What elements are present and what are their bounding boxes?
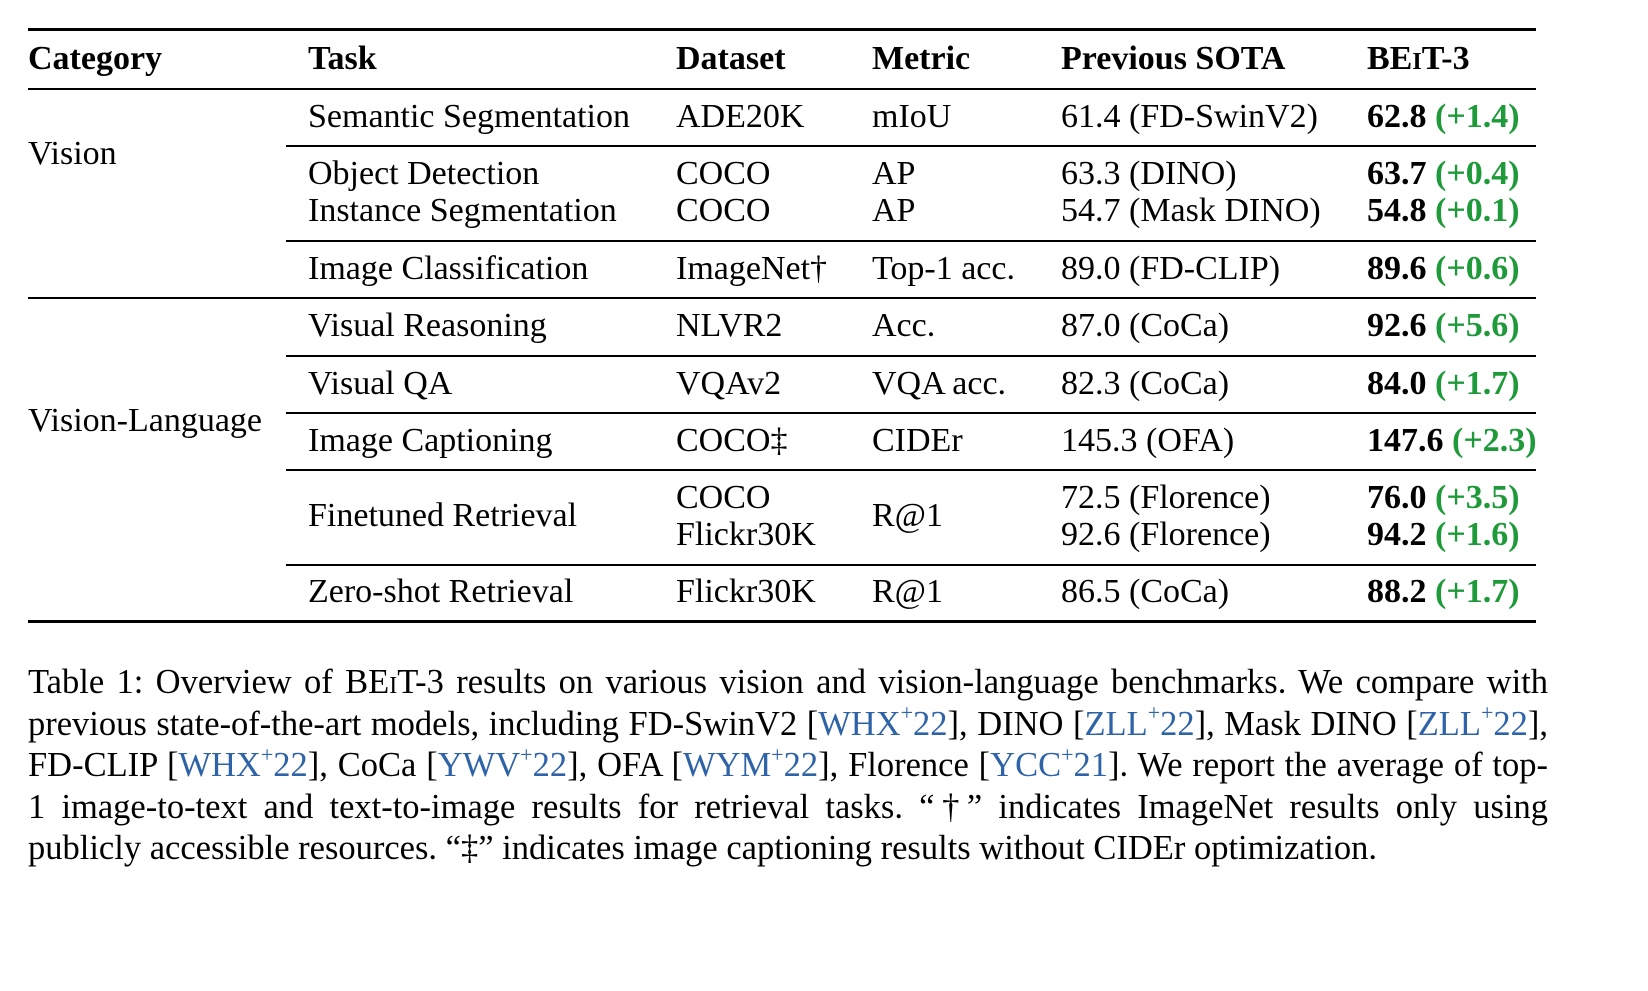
dataset-cell: ADE20K [676,98,805,135]
score-cell: 76.0 (+3.5) [1367,479,1520,516]
task-cell: Visual Reasoning [308,307,547,344]
score-cell: 63.7 (+0.4) [1367,155,1520,192]
score-cell: 92.6 (+5.6) [1367,307,1520,344]
row-rule [286,564,1536,566]
header-rule [28,88,1536,90]
dataset-cell: COCO‡ [676,422,788,459]
previous-sota-cell: 72.5 (Florence) [1061,479,1271,516]
previous-sota-cell: 54.7 (Mask DINO) [1061,192,1321,229]
header-dataset: Dataset [676,40,786,77]
previous-sota-cell: 82.3 (CoCa) [1061,365,1230,402]
metric-cell: VQA acc. [872,365,1007,402]
task-cell: Image Captioning [308,422,553,459]
metric-cell: Top-1 acc. [872,250,1015,287]
score-cell: 147.6 (+2.3) [1367,422,1537,459]
row-rule [286,412,1536,414]
task-cell: Image Classification [308,250,589,287]
citation-link[interactable]: YCC+21 [990,741,1109,784]
previous-sota-cell: 86.5 (CoCa) [1061,573,1230,610]
task-cell: Finetuned Retrieval [308,497,578,534]
task-cell: Instance Segmentation [308,192,617,229]
task-cell: Semantic Segmentation [308,98,630,135]
dataset-cell: COCO [676,192,771,229]
score-cell: 88.2 (+1.7) [1367,573,1520,610]
dataset-cell: VQAv2 [676,365,782,402]
citation-link[interactable]: WHX+22 [178,741,308,784]
citation-link[interactable]: WHX+22 [818,700,948,743]
row-rule [286,469,1536,471]
citation-link[interactable]: WYM+22 [683,741,819,784]
score-cell: 62.8 (+1.4) [1367,98,1520,135]
task-cell: Visual QA [308,365,453,402]
citation-link[interactable]: ZLL+22 [1417,700,1528,743]
score-cell: 89.6 (+0.6) [1367,250,1520,287]
category-vision-language: Vision-Language [28,402,262,439]
previous-sota-cell: 63.3 (DINO) [1061,155,1237,192]
row-rule [286,145,1536,147]
row-rule [286,355,1536,357]
previous-sota-cell: 92.6 (Florence) [1061,516,1271,553]
task-cell: Zero-shot Retrieval [308,573,574,610]
score-cell: 54.8 (+0.1) [1367,192,1520,229]
previous-sota-cell: 87.0 (CoCa) [1061,307,1230,344]
task-cell: Object Detection [308,155,540,192]
previous-sota-cell: 145.3 (OFA) [1061,422,1235,459]
previous-sota-cell: 89.0 (FD-CLIP) [1061,250,1281,287]
dataset-cell: Flickr30K [676,573,816,610]
score-cell: 84.0 (+1.7) [1367,365,1520,402]
metric-cell: R@1 [872,497,943,534]
header-previous-sota: Previous SOTA [1061,40,1286,77]
metric-cell: R@1 [872,573,943,610]
header-task: Task [308,40,377,77]
header-metric: Metric [872,40,971,77]
table-caption: Table 1: Overview of BEiT-3 results on v… [28,663,1549,867]
header-category: Category [28,40,163,77]
dataset-cell: COCO [676,479,771,516]
dataset-cell: ImageNet† [676,250,828,287]
metric-cell: CIDEr [872,422,963,459]
dataset-cell: Flickr30K [676,516,816,553]
top-rule [28,28,1536,31]
previous-sota-cell: 61.4 (FD-SwinV2) [1061,98,1318,135]
score-cell: 94.2 (+1.6) [1367,516,1520,553]
metric-cell: AP [872,192,916,229]
dataset-cell: NLVR2 [676,307,783,344]
category-rule [28,297,1536,299]
metric-cell: Acc. [872,307,936,344]
metric-cell: AP [872,155,916,192]
header-model: BEiT-3 [1367,40,1470,77]
citation-link[interactable]: ZLL+22 [1084,700,1195,743]
citation-link[interactable]: YWV+22 [437,741,568,784]
category-vision: Vision [28,135,117,172]
row-rule [286,240,1536,242]
metric-cell: mIoU [872,98,952,135]
dataset-cell: COCO [676,155,771,192]
bottom-rule [28,620,1536,623]
